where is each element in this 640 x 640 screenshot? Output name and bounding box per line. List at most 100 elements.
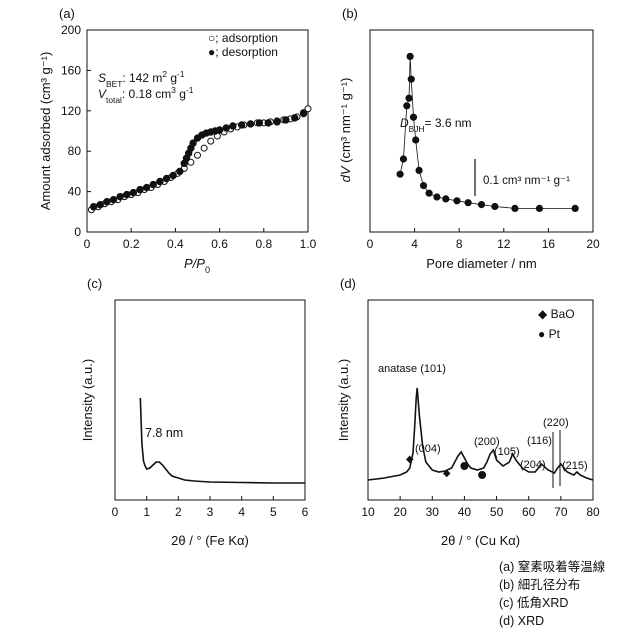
d-xtick-label: 70	[554, 505, 568, 519]
a-point	[283, 117, 289, 123]
d-peak-label: (204)	[520, 459, 546, 471]
a-point	[216, 127, 222, 133]
a-legend-item: ●; desorption	[208, 45, 278, 59]
d-xtick-label: 60	[522, 505, 536, 519]
a-point	[163, 175, 169, 181]
d-xtick-label: 40	[458, 505, 472, 519]
a-ytick-label: 40	[68, 185, 82, 199]
a-point	[97, 202, 103, 208]
a-point	[292, 115, 298, 121]
d-xtick-label: 10	[361, 505, 375, 519]
c-xtick-label: 4	[238, 505, 245, 519]
a-point	[201, 145, 207, 151]
a-point	[124, 191, 130, 197]
a-point	[157, 178, 163, 184]
b-xtick-label: 0	[367, 237, 374, 251]
d-legend-item: ● Pt	[538, 327, 561, 341]
d-peak-label: (004)	[415, 443, 441, 455]
c-frame	[115, 300, 305, 500]
a-ytick-label: 0	[74, 225, 81, 239]
b-point	[413, 137, 419, 143]
b-point	[512, 205, 518, 211]
b-point	[416, 167, 422, 173]
d-panel-label: (d)	[340, 276, 356, 291]
b-xtick-label: 16	[542, 237, 556, 251]
c-xtick-label: 0	[112, 505, 119, 519]
a-xtick-label: 0.6	[211, 237, 228, 251]
a-point	[265, 120, 271, 126]
b-point	[400, 156, 406, 162]
a-point	[177, 168, 183, 174]
b-xtick-label: 12	[497, 237, 511, 251]
c-xlabel: 2θ / ° (Fe Kα)	[171, 533, 249, 548]
caption-d: (d) XRD	[499, 613, 544, 629]
c-xtick-label: 3	[207, 505, 214, 519]
c-xtick-label: 6	[302, 505, 309, 519]
d-xtick-label: 50	[490, 505, 504, 519]
a-ytick-label: 120	[61, 104, 81, 118]
b-point	[536, 205, 542, 211]
b-point	[492, 203, 498, 209]
d-pt-marker	[478, 471, 486, 479]
b-point	[443, 196, 449, 202]
a-xtick-label: 0.8	[255, 237, 272, 251]
a-point	[247, 121, 253, 127]
d-ylabel: Intensity (a.u.)	[336, 359, 351, 441]
c-xtick-label: 2	[175, 505, 182, 519]
a-point	[90, 204, 96, 210]
d-pt-marker	[460, 462, 468, 470]
b-point	[397, 171, 403, 177]
a-point	[230, 123, 236, 129]
b-point	[434, 194, 440, 200]
caption-a: (a) 窒素吸着等温線	[499, 559, 605, 575]
c-panel-label: (c)	[87, 276, 102, 291]
a-point	[170, 172, 176, 178]
d-xtick-label: 80	[586, 505, 600, 519]
a-xtick-label: 0.4	[167, 237, 184, 251]
c-annotation: 7.8 nm	[145, 426, 183, 440]
b-point	[410, 114, 416, 120]
a-ylabel: Amount adsorbed (cm³ g⁻¹)	[38, 52, 53, 211]
a-point	[223, 125, 229, 131]
b-panel-label: (b)	[342, 6, 358, 21]
a-point	[256, 120, 262, 126]
a-point	[274, 119, 280, 125]
d-peak-label: (220)	[543, 417, 569, 429]
a-panel-label: (a)	[59, 6, 75, 21]
a-point	[130, 189, 136, 195]
a-point	[104, 199, 110, 205]
caption-b: (b) 細孔径分布	[499, 577, 580, 593]
b-point	[572, 205, 578, 211]
d-bao-marker: ◆	[406, 454, 414, 465]
a-point	[137, 186, 143, 192]
d-peak-label: anatase (101)	[378, 363, 446, 375]
a-legend-item: ○; adsorption	[208, 31, 278, 45]
a-point	[195, 152, 201, 158]
d-legend-item: ◆ BaO	[538, 307, 575, 321]
b-ylabel: dV (cm³ nm⁻¹ g⁻¹)	[338, 78, 353, 183]
d-xlabel: 2θ / ° (Cu Kα)	[441, 533, 520, 548]
b-xtick-label: 20	[586, 237, 600, 251]
a-point	[150, 181, 156, 187]
a-xlabel: P/P0	[184, 256, 210, 275]
a-point	[117, 193, 123, 199]
a-xtick-label: 0	[84, 237, 91, 251]
d-peak-label: (215)	[562, 460, 588, 472]
c-ylabel: Intensity (a.u.)	[80, 359, 95, 441]
a-ytick-label: 160	[61, 63, 81, 77]
c-xtick-label: 1	[143, 505, 150, 519]
a-point	[300, 110, 306, 116]
c-xtick-label: 5	[270, 505, 277, 519]
b-scale-label: 0.1 cm³ nm⁻¹ g⁻¹	[483, 175, 570, 187]
d-peak-label: (105)	[494, 446, 520, 458]
b-xtick-label: 4	[411, 237, 418, 251]
d-xtick-label: 20	[393, 505, 407, 519]
b-point	[404, 103, 410, 109]
b-point	[406, 95, 412, 101]
a-point	[208, 138, 214, 144]
c-series-line	[140, 398, 305, 483]
b-point	[407, 53, 413, 59]
b-point	[465, 200, 471, 206]
